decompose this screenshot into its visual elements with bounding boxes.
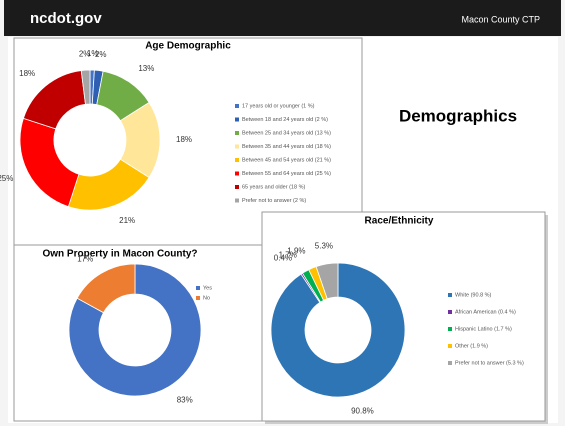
- legend-swatch: [448, 361, 452, 365]
- charts: Age Demographic 1% 17 years old or younger…: [0, 41, 524, 416]
- legend-label: Between 55 and 64 years old (25 %): [242, 171, 331, 177]
- legend-label: Prefer not to answer (5.3 %): [455, 360, 524, 366]
- data-label: 2%: [95, 50, 107, 59]
- legend-label: Between 35 and 44 years old (18 %): [242, 144, 331, 150]
- legend-swatch: [448, 310, 452, 314]
- data-label: 25%: [0, 174, 13, 183]
- data-label: 1%: [87, 49, 99, 58]
- data-label: 0.4%: [274, 254, 292, 263]
- data-label: 1.9%: [287, 247, 305, 256]
- donut-slice: [270, 262, 406, 398]
- legend-label: Between 45 and 54 years old (21 %): [242, 157, 331, 163]
- data-label: 13%: [138, 64, 154, 73]
- legend-swatch: [235, 198, 239, 203]
- legend-label: Prefer not to answer (2 %): [242, 198, 306, 204]
- legend-label: Other (1.9 %): [455, 343, 488, 349]
- header-bar: [4, 0, 561, 36]
- heading: Demographics: [399, 106, 517, 125]
- legend-swatch: [235, 131, 239, 135]
- legend-swatch: [448, 293, 452, 297]
- data-label: 83%: [177, 396, 193, 405]
- data-label: 18%: [176, 135, 192, 144]
- legend-swatch: [235, 117, 239, 122]
- data-label: 17%: [77, 255, 93, 264]
- data-label: 5.3%: [315, 241, 333, 250]
- data-label: 2%: [79, 49, 91, 58]
- data-label: 18%: [19, 69, 35, 78]
- legend-label: Hispanic Latino (1.7 %): [455, 326, 512, 332]
- legend-label: 65 years and older (18 %): [242, 184, 305, 190]
- legend-swatch: [235, 158, 239, 162]
- data-label: 90.8%: [351, 407, 374, 416]
- data-label: 1.7%: [279, 251, 297, 260]
- donut-slice: [68, 263, 202, 397]
- legend-label: 17 years old or younger (1 %): [242, 103, 315, 109]
- legend-swatch: [235, 104, 239, 108]
- legend-swatch: [448, 344, 452, 348]
- legend-label: Between 18 and 24 years old (2 %): [242, 117, 328, 123]
- legend-label: African American (0.4 %): [455, 309, 516, 315]
- legend-swatch: [196, 286, 200, 290]
- project-name: Macon County CTP: [461, 14, 540, 24]
- legend-label: Between 25 and 34 years old (13 %): [242, 130, 331, 136]
- legend-label: White (90.8 %): [455, 292, 492, 298]
- donut-slice: [80, 69, 91, 105]
- chart-title: Age Demographic: [145, 41, 231, 52]
- legend-label: No: [203, 295, 210, 301]
- chart-title: Race/Ethnicity: [365, 216, 434, 227]
- legend-swatch: [235, 171, 239, 176]
- donut-slice: [315, 262, 339, 300]
- donut-slice: [76, 263, 136, 314]
- legend-swatch: [235, 185, 239, 189]
- legend-swatch: [235, 144, 239, 149]
- chart-title: Own Property in Macon County?: [42, 249, 197, 260]
- data-label: 21%: [119, 216, 135, 225]
- legend-swatch: [196, 296, 200, 300]
- site-name: ncdot.gov: [30, 10, 102, 27]
- legend-label: Yes: [203, 285, 212, 291]
- legend-swatch: [448, 327, 452, 331]
